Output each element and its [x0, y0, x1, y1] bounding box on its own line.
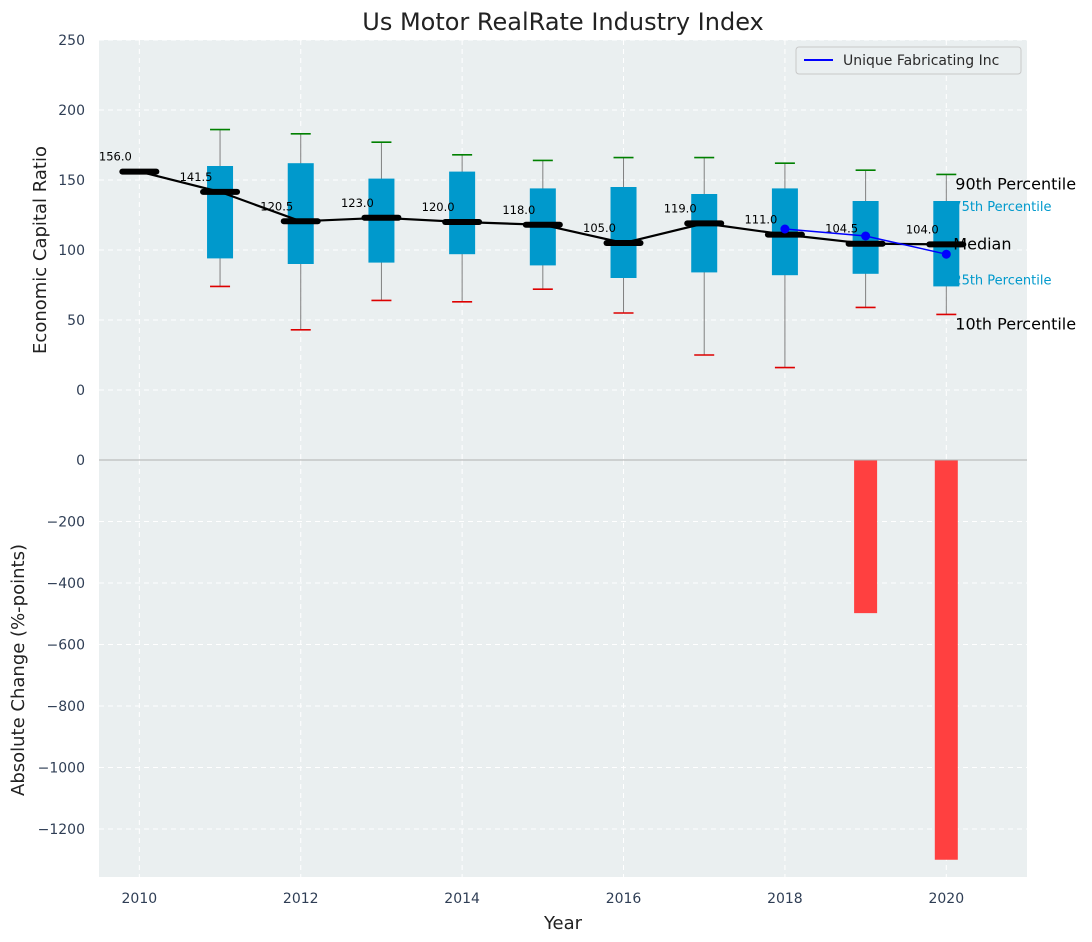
top-y-tick-label: 50 [67, 313, 85, 329]
bottom-y-tick-label: −200 [47, 515, 85, 531]
x-tick-label: 2012 [283, 891, 319, 907]
x-tick-label: 2020 [928, 891, 964, 907]
x-tick-label: 2018 [767, 891, 803, 907]
iqr-box [691, 194, 718, 273]
top-y-tick-label: 200 [58, 103, 85, 119]
chart-title: Us Motor RealRate Industry Index [362, 8, 764, 36]
bottom-plot-background [99, 460, 1027, 877]
change-bar [934, 460, 958, 860]
top-y-tick-label: 0 [76, 383, 85, 399]
bottom-y-tick-label: −1200 [38, 822, 85, 838]
p10-annotation: 10th Percentile [955, 314, 1076, 333]
bottom-y-tick-label: −1000 [38, 761, 85, 777]
iqr-box [449, 171, 476, 255]
p25-annotation: 25th Percentile [953, 273, 1051, 288]
median-value-label: 104.5 [825, 222, 858, 236]
median-value-label: 156.0 [99, 150, 132, 164]
iqr-box [610, 187, 637, 278]
p90-annotation: 90th Percentile [955, 174, 1076, 193]
top-y-tick-label: 100 [58, 243, 85, 259]
company-point [941, 249, 951, 259]
top-y-axis-title: Economic Capital Ratio [30, 146, 51, 354]
median-value-label: 118.0 [502, 203, 535, 217]
change-bar [854, 460, 878, 614]
bottom-y-tick-label: −600 [47, 638, 85, 654]
company-point [780, 224, 790, 234]
top-y-tick-label: 250 [58, 33, 85, 49]
bottom-y-tick-label: −800 [47, 699, 85, 715]
median-value-label: 111.0 [744, 213, 777, 227]
median-value-label: 120.5 [260, 199, 293, 213]
median-value-label: 141.5 [180, 170, 213, 184]
bottom-y-tick-label: −400 [47, 576, 85, 592]
iqr-box [287, 163, 314, 264]
iqr-box [207, 166, 234, 259]
median-value-label: 120.0 [422, 200, 455, 214]
legend-box [795, 46, 1022, 75]
median-value-label: 105.0 [583, 221, 616, 235]
company-point [861, 231, 871, 241]
bottom-y-tick-label: 0 [76, 453, 85, 469]
bottom-y-axis-title: Absolute Change (%-points) [8, 544, 29, 796]
x-tick-label: 2014 [444, 891, 480, 907]
x-axis-title: Year [543, 913, 583, 934]
x-tick-label: 2016 [606, 891, 642, 907]
median-annotation: Median [953, 234, 1011, 253]
p75-annotation: 75th Percentile [953, 200, 1051, 215]
median-value-label: 104.0 [906, 222, 939, 236]
median-value-label: 119.0 [664, 201, 697, 215]
legend-label: Unique Fabricating Inc [843, 53, 999, 69]
x-tick-label: 2010 [122, 891, 158, 907]
top-y-tick-label: 150 [58, 173, 85, 189]
median-value-label: 123.0 [341, 196, 374, 210]
